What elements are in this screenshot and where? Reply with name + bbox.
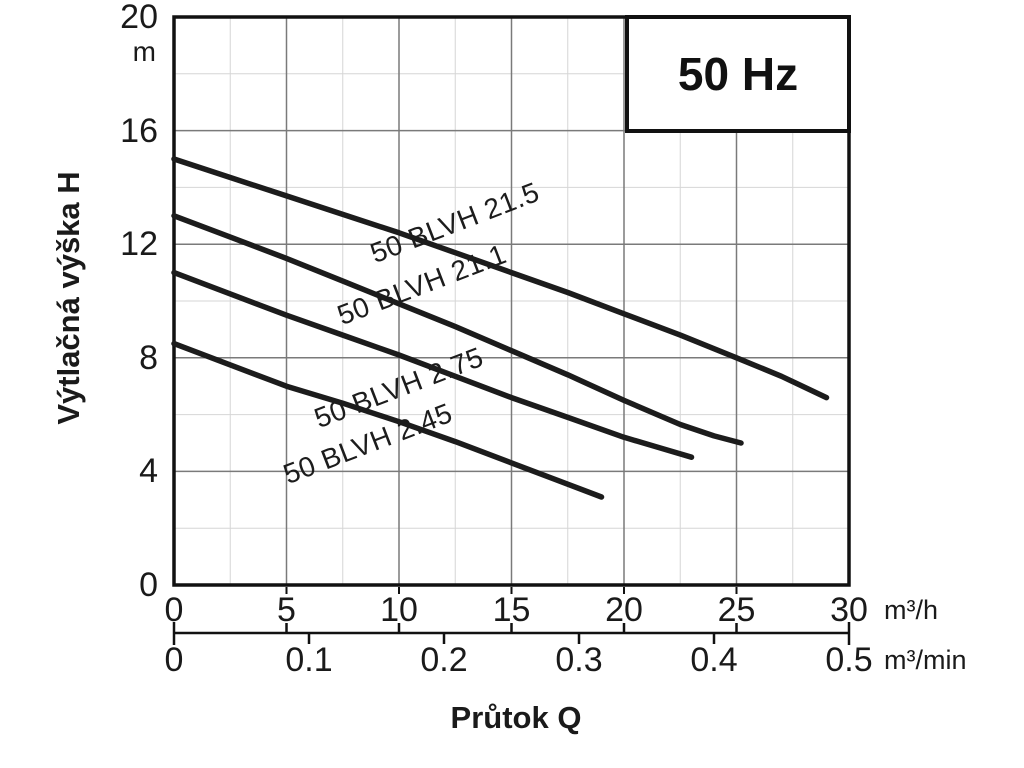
y-tick-label-20: 20 xyxy=(120,0,158,36)
x2-tick-label-0.3: 0.3 xyxy=(555,641,603,679)
y-axis-unit-label: m xyxy=(132,36,156,67)
x-tick-label-20: 20 xyxy=(605,591,643,629)
x-axis-unit-m3h: m³/h xyxy=(884,595,938,625)
x2-tick-label-0.4: 0.4 xyxy=(690,641,738,679)
plot-frame xyxy=(172,15,851,587)
y-axis-title: Výtlačná výška H xyxy=(51,171,86,425)
x2-tick-label-0: 0 xyxy=(164,641,184,679)
x-tick-label-15: 15 xyxy=(492,591,531,629)
x-axis-title: Průtok Q xyxy=(450,700,582,735)
x-axis-unit-m3min: m³/min xyxy=(884,645,967,675)
curve-50-blvh-21.1 xyxy=(171,213,744,446)
y-tick-label-4: 4 xyxy=(139,452,158,491)
y-tick-label-0: 0 xyxy=(139,566,158,604)
y-tick-label-12: 12 xyxy=(120,225,158,264)
x-tick-label-10: 10 xyxy=(380,591,418,629)
curve-50-blvh-2.75 xyxy=(171,269,695,460)
y-tick-label-16: 16 xyxy=(120,111,158,150)
frequency-badge-label: 50 Hz xyxy=(677,48,799,100)
x-tick-label-25: 25 xyxy=(717,591,756,629)
y-tick-label-8: 8 xyxy=(139,338,158,377)
x-tick-label-5: 5 xyxy=(277,591,296,629)
curve-50-blvh-21.5 xyxy=(171,156,830,401)
x2-tick-label-0.1: 0.1 xyxy=(285,641,333,679)
x2-tick-label-0.5: 0.5 xyxy=(825,641,873,679)
curve-50-blvh-2.45 xyxy=(171,340,605,500)
x-tick-label-0: 0 xyxy=(164,591,184,629)
frequency-badge: 50 Hz xyxy=(625,15,851,133)
x2-tick-label-0.2: 0.2 xyxy=(420,641,468,679)
x-tick-label-30: 30 xyxy=(830,591,868,629)
